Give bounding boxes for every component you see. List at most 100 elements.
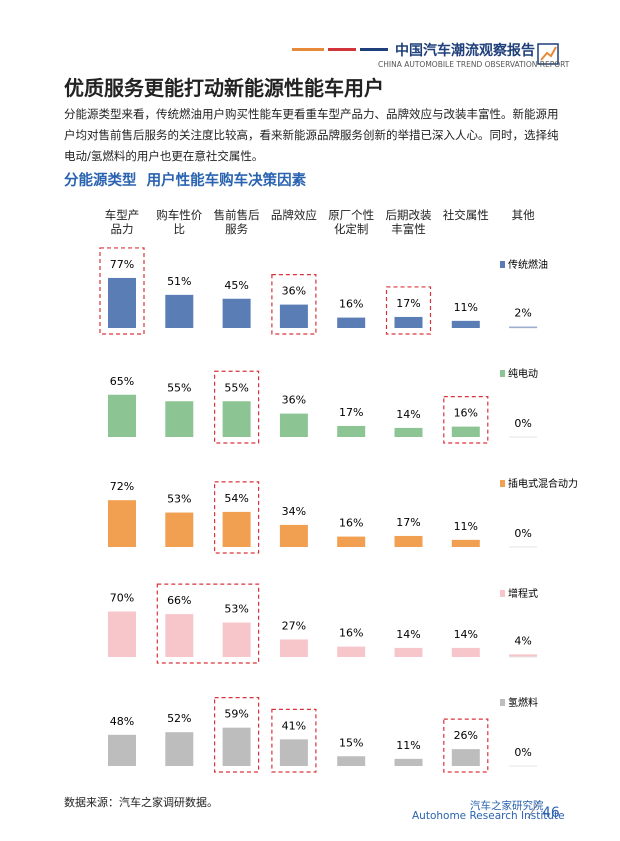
bar [394, 427, 423, 437]
bar [394, 758, 423, 766]
bar [279, 524, 308, 547]
bar [165, 401, 194, 437]
bar [222, 511, 251, 547]
value-label: 36% [282, 285, 306, 298]
value-label: 15% [339, 736, 363, 749]
category-label: 车型产 品力 [104, 208, 140, 236]
legend-swatch [500, 480, 505, 487]
chart-title: 分能源类型 用户性能车购车决策因素 [64, 173, 307, 189]
value-label: 55% [167, 381, 191, 394]
highlight-box [271, 274, 317, 335]
header-icon [540, 46, 557, 61]
bar [509, 326, 538, 328]
bar [222, 622, 251, 657]
header-subtitle: CHINA AUTOMOBILE TREND OBSERVATION REPOR… [378, 60, 570, 69]
source: 数据来源：汽车之家调研数据。 [64, 796, 218, 809]
bar [337, 756, 366, 766]
value-label: 11% [396, 739, 420, 752]
legend-label: 氢燃料 [508, 696, 538, 709]
value-label: 72% [110, 480, 134, 493]
value-label: 14% [396, 628, 420, 641]
bar [165, 294, 194, 328]
value-label: 16% [454, 407, 478, 420]
bar [394, 647, 423, 657]
bar [279, 304, 308, 328]
bar [165, 512, 194, 547]
bar [165, 614, 194, 657]
value-label: 27% [282, 619, 306, 632]
value-label: 65% [110, 375, 134, 388]
legend-swatch [500, 261, 505, 268]
org-en: Autohome Research Institute [412, 810, 565, 822]
bar [222, 727, 251, 766]
bar [108, 394, 136, 437]
header-bar [328, 48, 356, 51]
legend-swatch [500, 699, 505, 706]
value-label: 51% [167, 275, 191, 288]
highlight-box [443, 396, 489, 444]
legend-label: 增程式 [508, 587, 538, 600]
bar [337, 536, 366, 547]
value-label: 4% [514, 634, 531, 647]
value-label: 45% [224, 279, 248, 292]
value-label: 14% [454, 628, 478, 641]
bar [279, 639, 308, 657]
bar [394, 535, 423, 547]
bar [451, 749, 480, 766]
value-label: 52% [167, 712, 191, 725]
bar [222, 401, 251, 437]
value-label: 66% [167, 594, 191, 607]
header-bar [292, 48, 324, 51]
value-label: 14% [396, 408, 420, 421]
bar [108, 734, 136, 766]
bar [394, 316, 423, 328]
bar [222, 298, 251, 328]
highlight-box [214, 481, 260, 554]
highlight-box [214, 370, 260, 444]
value-label: 17% [396, 516, 420, 529]
value-label: 0% [514, 527, 531, 540]
value-label: 0% [514, 746, 531, 759]
bar [509, 654, 538, 657]
value-label: 54% [224, 492, 248, 505]
header-title: 中国汽车潮流观察报告 [395, 43, 535, 59]
page-title: 优质服务更能打动新能源性能车用户 [64, 76, 384, 100]
legend-label: 纯电动 [508, 367, 538, 380]
value-label: 11% [454, 301, 478, 314]
bar [108, 500, 136, 547]
category-label: 售前售后 服务 [213, 208, 260, 236]
value-label: 0% [514, 417, 531, 430]
header-bar [360, 48, 388, 51]
legend-label: 插电式混合动力 [508, 477, 578, 490]
bar [337, 425, 366, 437]
bar [451, 320, 480, 328]
org: 汽车之家研究院 [470, 800, 544, 812]
category-label: 原厂个性 化定制 [328, 208, 375, 236]
value-label: 53% [167, 493, 191, 506]
value-label: 34% [282, 505, 306, 518]
highlight-box [99, 247, 145, 335]
value-label: 59% [224, 708, 248, 721]
bar [451, 426, 480, 437]
bar [279, 739, 308, 766]
highlight-box [156, 583, 260, 664]
value-label: 53% [224, 603, 248, 616]
bar [108, 277, 136, 328]
footer-divider [527, 799, 541, 819]
value-label: 17% [396, 297, 420, 310]
value-label: 70% [110, 592, 134, 605]
highlight-box [271, 708, 317, 773]
value-label: 2% [514, 307, 531, 320]
value-label: 16% [339, 298, 363, 311]
legend-swatch [500, 590, 505, 597]
category-label: 购车性价 比 [156, 208, 203, 236]
value-label: 77% [110, 258, 134, 271]
bar [165, 732, 194, 766]
bar [451, 539, 480, 547]
value-label: 16% [339, 517, 363, 530]
category-label: 社交属性 [442, 208, 489, 222]
value-label: 11% [454, 520, 478, 533]
legend-label: 传统燃油 [508, 258, 548, 271]
